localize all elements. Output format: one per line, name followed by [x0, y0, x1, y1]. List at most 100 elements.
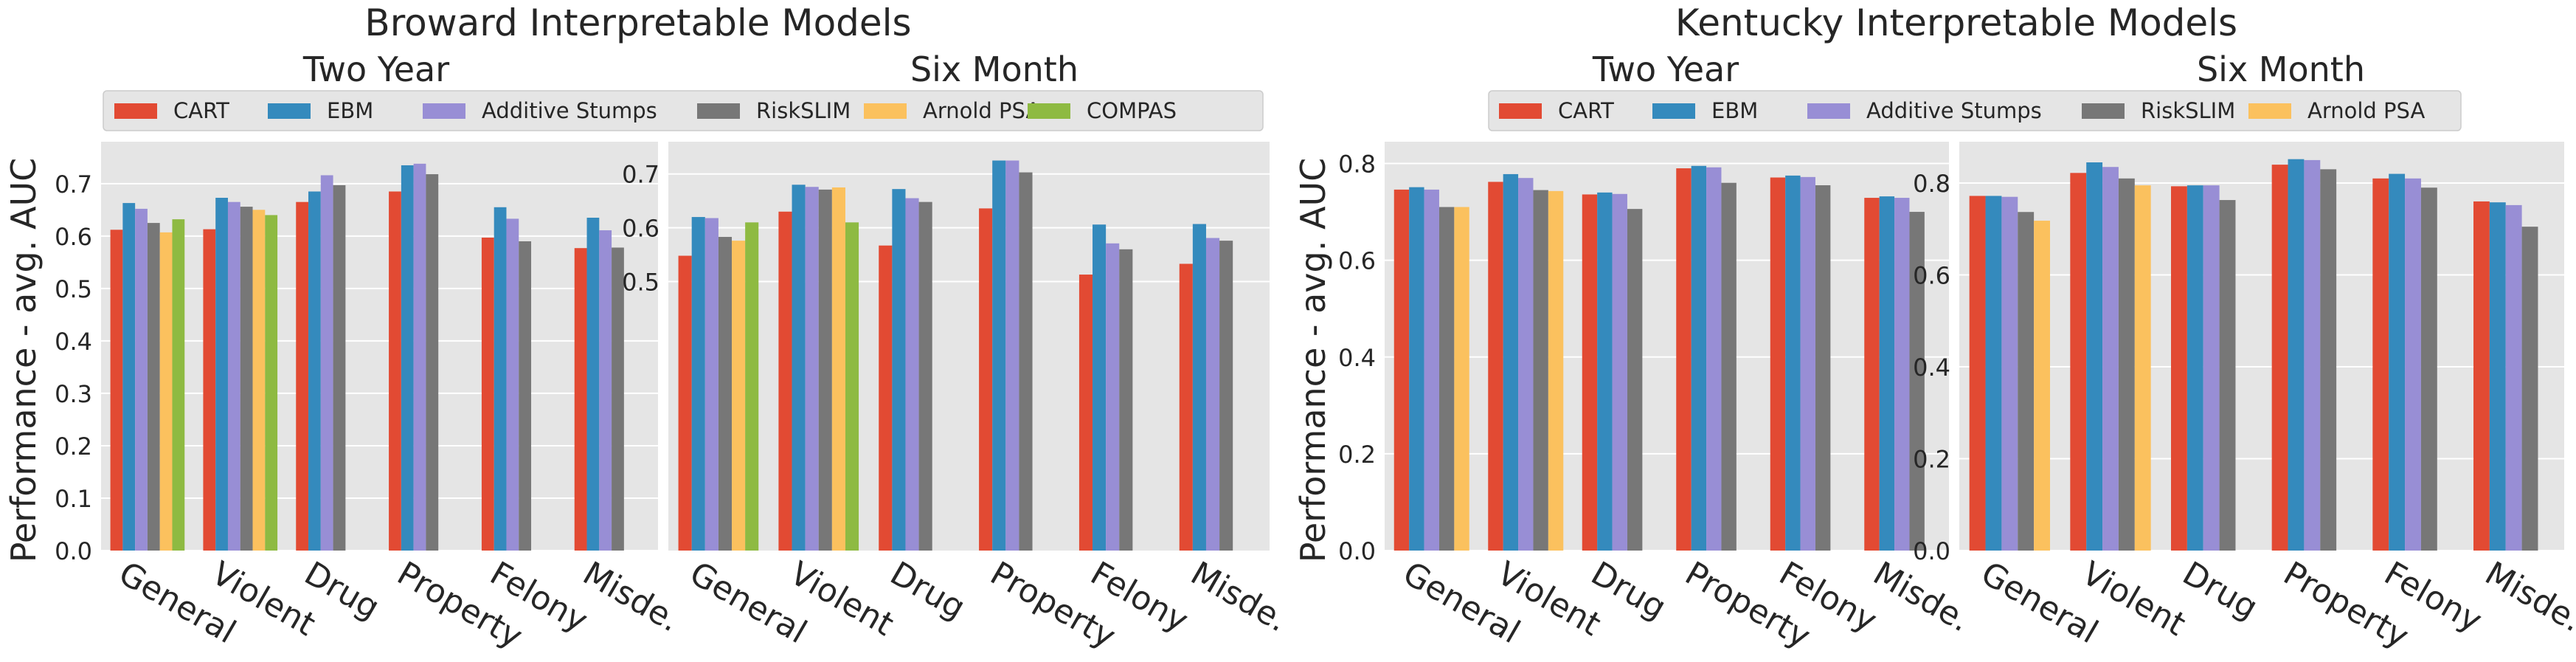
broward-two-year-title: Two Year: [302, 49, 449, 89]
kentucky-two-year-title: Two Year: [1592, 49, 1739, 89]
broward-two-year-chart: 0.00.10.20.30.40.50.60.7GeneralViolentDr…: [55, 142, 686, 656]
broward-six-month-bar-additive-stumps-violent: [805, 187, 819, 551]
kentucky-figure-title: Kentucky Interpretable Models: [1675, 1, 2237, 44]
broward-six-month-bar-riskslim-violent: [818, 189, 832, 551]
broward-two-year-y-tick-label: 0.4: [55, 328, 92, 356]
broward-six-month-bar-compas-general: [745, 222, 759, 551]
kentucky-six-month-bar-arnold-psa-violent: [2134, 185, 2151, 551]
broward-six-month-bar-ebm-drug: [892, 189, 906, 551]
broward-legend-swatch-additive-stumps: [423, 103, 465, 119]
broward-legend-swatch-ebm: [268, 103, 311, 119]
broward-legend-label-arnold-psa: Arnold PSA: [923, 98, 1040, 123]
kentucky-six-month-y-tick-label: 0.2: [1913, 446, 1950, 474]
broward-two-year-bar-riskslim-general: [147, 223, 160, 551]
kentucky-six-month-y-tick-label: 0.4: [1913, 354, 1950, 382]
broward-six-month-bar-ebm-misde: [1192, 224, 1206, 551]
broward-six-month-bar-riskslim-misde: [1219, 241, 1233, 551]
broward-two-year-bar-arnold-psa-general: [159, 232, 173, 551]
broward-two-year-y-tick-label: 0.0: [55, 537, 92, 565]
broward-six-month-bar-additive-stumps-general: [704, 218, 719, 551]
kentucky-six-month-bar-ebm-property: [2288, 159, 2305, 551]
kentucky-six-month-bar-ebm-drug: [2187, 185, 2203, 551]
kentucky-legend-swatch-ebm: [1652, 103, 1695, 119]
broward-two-year-y-tick-label: 0.1: [55, 485, 92, 513]
kentucky-six-month-bar-riskslim-violent: [2118, 178, 2135, 551]
kentucky-six-month-x-tick-label: Drug: [2176, 554, 2264, 627]
broward-two-year-bar-additive-stumps-misde: [599, 230, 612, 551]
broward-six-month-bar-arnold-psa-violent: [831, 187, 845, 551]
kentucky-six-month-plot-area: [1959, 142, 2564, 551]
broward-two-year-bar-riskslim-property: [426, 174, 439, 551]
kentucky-two-year-bar-arnold-psa-violent: [1548, 190, 1564, 551]
kentucky-two-year-bar-cart-violent: [1488, 182, 1503, 551]
kentucky-legend-swatch-riskslim: [2082, 103, 2125, 119]
kentucky-two-year-bar-ebm-property: [1691, 165, 1707, 551]
broward-six-month-bar-cart-property: [979, 208, 993, 551]
broward-six-month-bar-ebm-general: [691, 217, 705, 551]
kentucky-six-month-bar-ebm-felony: [2389, 173, 2406, 551]
kentucky-legend-swatch-cart: [1499, 103, 1542, 119]
broward-two-year-y-tick-label: 0.2: [55, 432, 92, 461]
broward-six-month-bar-riskslim-drug: [918, 201, 932, 551]
broward-six-month-bar-additive-stumps-property: [1005, 160, 1019, 551]
broward-legend-label-riskslim: RiskSLIM: [756, 98, 851, 123]
broward-legend-swatch-riskslim: [697, 103, 740, 119]
broward-two-year-bar-additive-stumps-general: [135, 208, 148, 551]
broward-legend-label-additive-stumps: Additive Stumps: [482, 98, 657, 123]
broward-two-year-bar-cart-general: [110, 230, 123, 551]
broward-legend-label-compas: COMPAS: [1087, 98, 1177, 123]
broward-two-year-y-tick-label: 0.6: [55, 223, 92, 251]
broward-two-year-bar-additive-stumps-violent: [227, 201, 240, 551]
kentucky-two-year-bar-ebm-felony: [1785, 175, 1801, 551]
kentucky-legend-swatch-arnold-psa: [2248, 103, 2291, 119]
broward-six-month-bar-cart-violent: [778, 211, 792, 551]
broward-two-year-bar-compas-general: [172, 219, 185, 551]
kentucky-two-year-bar-cart-misde: [1864, 198, 1880, 551]
broward-two-year-bar-additive-stumps-felony: [506, 218, 519, 551]
broward-two-year-bar-ebm-violent: [215, 197, 228, 551]
kentucky-two-year-bar-cart-general: [1393, 189, 1410, 551]
broward-two-year-y-tick-label: 0.7: [55, 170, 92, 199]
broward-two-year-bar-cart-misde: [574, 248, 587, 551]
broward-two-year-bar-cart-property: [389, 191, 401, 551]
broward-six-month-title: Six Month: [910, 49, 1078, 89]
broward-two-year-bar-riskslim-misde: [612, 247, 624, 551]
kentucky-two-year-y-tick-label: 0.0: [1338, 537, 1376, 565]
broward-six-month-y-tick-label: 0.5: [622, 269, 659, 297]
kentucky-six-month-x-tick-label: Misde.: [2479, 554, 2576, 639]
broward-legend-swatch-arnold-psa: [864, 103, 907, 119]
broward-two-year-bar-ebm-felony: [494, 207, 507, 551]
kentucky-two-year-plot-area: [1385, 142, 1949, 551]
kentucky-two-year-bar-riskslim-drug: [1627, 209, 1643, 551]
broward-six-month-bar-cart-misde: [1179, 263, 1193, 551]
kentucky-six-month-bar-cart-violent: [2070, 173, 2087, 551]
kentucky-two-year-x-tick-label: Misde.: [1867, 554, 1977, 639]
kentucky-six-month-bar-arnold-psa-general: [2034, 221, 2050, 551]
kentucky-six-month-bar-cart-drug: [2171, 186, 2187, 551]
broward-y-axis-label: Performance - avg. AUC: [4, 158, 44, 562]
kentucky-two-year-bar-cart-drug: [1582, 194, 1598, 551]
kentucky-six-month-bar-cart-misde: [2473, 201, 2490, 551]
kentucky-six-month-bar-cart-general: [1969, 196, 1986, 551]
kentucky-two-year-bar-additive-stumps-drug: [1612, 193, 1627, 551]
broward-six-month-bar-cart-general: [678, 255, 692, 551]
kentucky-two-year-y-tick-label: 0.6: [1338, 247, 1376, 275]
broward-six-month-x-tick-label: Misde.: [1185, 554, 1295, 639]
kentucky-six-month-bar-additive-stumps-misde: [2505, 204, 2522, 551]
kentucky-two-year-bar-ebm-misde: [1879, 196, 1895, 551]
kentucky-two-year-bar-cart-felony: [1770, 177, 1786, 551]
broward-two-year-x-tick-label: Misde.: [577, 554, 687, 639]
kentucky-legend-label-riskslim: RiskSLIM: [2141, 98, 2235, 123]
kentucky-six-month-bar-riskslim-property: [2320, 169, 2337, 551]
kentucky-two-year-y-tick-label: 0.2: [1338, 441, 1376, 469]
kentucky-two-year-y-tick-label: 0.4: [1338, 344, 1376, 372]
broward-six-month-bar-cart-drug: [879, 245, 893, 551]
kentucky-two-year-bar-riskslim-property: [1721, 182, 1737, 551]
kentucky-two-year-bar-riskslim-general: [1438, 207, 1455, 551]
broward-two-year-bar-ebm-drug: [308, 191, 321, 551]
broward-two-year-bar-arnold-psa-violent: [252, 210, 266, 551]
kentucky-six-month-bar-cart-property: [2271, 165, 2288, 551]
